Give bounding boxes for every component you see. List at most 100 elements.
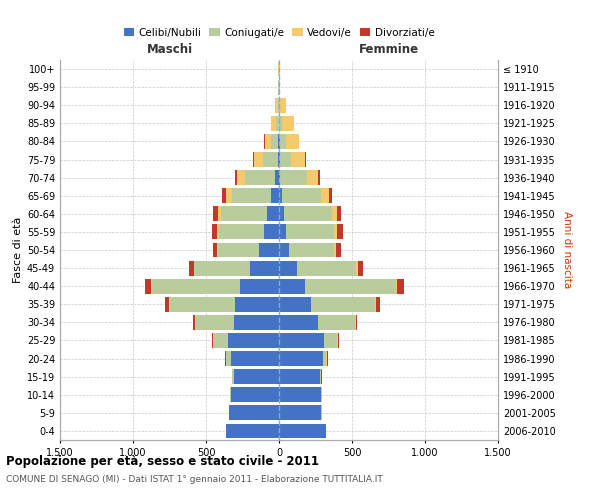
Bar: [278, 152, 279, 167]
Bar: [254, 152, 263, 167]
Bar: [265, 134, 271, 149]
Text: Maschi: Maschi: [146, 44, 193, 57]
Bar: [221, 206, 268, 221]
Bar: [218, 242, 259, 258]
Bar: [170, 297, 235, 312]
Bar: [276, 116, 279, 131]
Bar: [279, 297, 311, 312]
Bar: [279, 134, 280, 149]
Bar: [279, 424, 326, 438]
Bar: [212, 333, 214, 348]
Bar: [280, 98, 286, 112]
Y-axis label: Anni di nascita: Anni di nascita: [562, 212, 572, 288]
Bar: [329, 188, 332, 203]
Bar: [152, 279, 239, 293]
Bar: [279, 260, 296, 276]
Bar: [279, 333, 324, 348]
Bar: [307, 170, 319, 185]
Bar: [279, 315, 319, 330]
Text: Popolazione per età, sesso e stato civile - 2011: Popolazione per età, sesso e stato civil…: [6, 455, 319, 468]
Bar: [337, 206, 341, 221]
Bar: [278, 134, 279, 149]
Bar: [212, 206, 218, 221]
Bar: [226, 351, 231, 366]
Bar: [222, 188, 226, 203]
Bar: [226, 188, 232, 203]
Bar: [279, 406, 322, 420]
Bar: [229, 406, 279, 420]
Bar: [235, 170, 238, 185]
Bar: [286, 134, 299, 149]
Bar: [279, 98, 280, 112]
Bar: [338, 333, 339, 348]
Bar: [214, 333, 228, 348]
Bar: [279, 170, 280, 185]
Bar: [239, 279, 279, 293]
Bar: [320, 369, 321, 384]
Bar: [271, 134, 278, 149]
Bar: [226, 424, 279, 438]
Bar: [337, 333, 338, 348]
Bar: [334, 224, 337, 240]
Bar: [324, 333, 337, 348]
Bar: [397, 279, 404, 293]
Bar: [279, 116, 282, 131]
Bar: [275, 170, 279, 185]
Bar: [212, 224, 217, 240]
Bar: [279, 369, 320, 384]
Bar: [196, 315, 234, 330]
Bar: [355, 315, 356, 330]
Bar: [356, 315, 357, 330]
Bar: [234, 369, 279, 384]
Bar: [193, 315, 195, 330]
Bar: [271, 188, 279, 203]
Legend: Celibi/Nubili, Coniugati/e, Vedovi/e, Divorziati/e: Celibi/Nubili, Coniugati/e, Vedovi/e, Di…: [119, 24, 439, 42]
Bar: [279, 351, 323, 366]
Bar: [213, 242, 217, 258]
Bar: [151, 279, 152, 293]
Bar: [356, 260, 358, 276]
Bar: [286, 224, 334, 240]
Bar: [296, 260, 356, 276]
Bar: [231, 351, 279, 366]
Bar: [332, 206, 337, 221]
Bar: [232, 188, 271, 203]
Bar: [271, 116, 276, 131]
Text: Femmine: Femmine: [358, 44, 419, 57]
Bar: [278, 98, 279, 112]
Bar: [189, 260, 194, 276]
Bar: [280, 134, 286, 149]
Bar: [396, 279, 397, 293]
Bar: [282, 116, 294, 131]
Bar: [194, 260, 250, 276]
Bar: [245, 170, 275, 185]
Bar: [279, 388, 322, 402]
Bar: [265, 224, 279, 240]
Bar: [334, 242, 336, 258]
Bar: [319, 315, 355, 330]
Bar: [145, 279, 151, 293]
Bar: [259, 242, 279, 258]
Bar: [165, 297, 169, 312]
Bar: [263, 152, 278, 167]
Bar: [231, 388, 279, 402]
Bar: [234, 315, 279, 330]
Bar: [169, 297, 170, 312]
Bar: [311, 297, 376, 312]
Bar: [305, 279, 396, 293]
Text: COMUNE DI SENAGO (MI) - Dati ISTAT 1° gennaio 2011 - Elaborazione TUTTITALIA.IT: COMUNE DI SENAGO (MI) - Dati ISTAT 1° ge…: [6, 475, 383, 484]
Bar: [336, 242, 341, 258]
Bar: [253, 152, 254, 167]
Bar: [279, 188, 282, 203]
Y-axis label: Fasce di età: Fasce di età: [13, 217, 23, 283]
Bar: [326, 351, 327, 366]
Bar: [250, 260, 279, 276]
Bar: [280, 152, 292, 167]
Bar: [376, 297, 380, 312]
Bar: [228, 333, 279, 348]
Bar: [235, 297, 279, 312]
Bar: [275, 98, 278, 112]
Bar: [217, 224, 219, 240]
Bar: [284, 206, 332, 221]
Bar: [292, 152, 305, 167]
